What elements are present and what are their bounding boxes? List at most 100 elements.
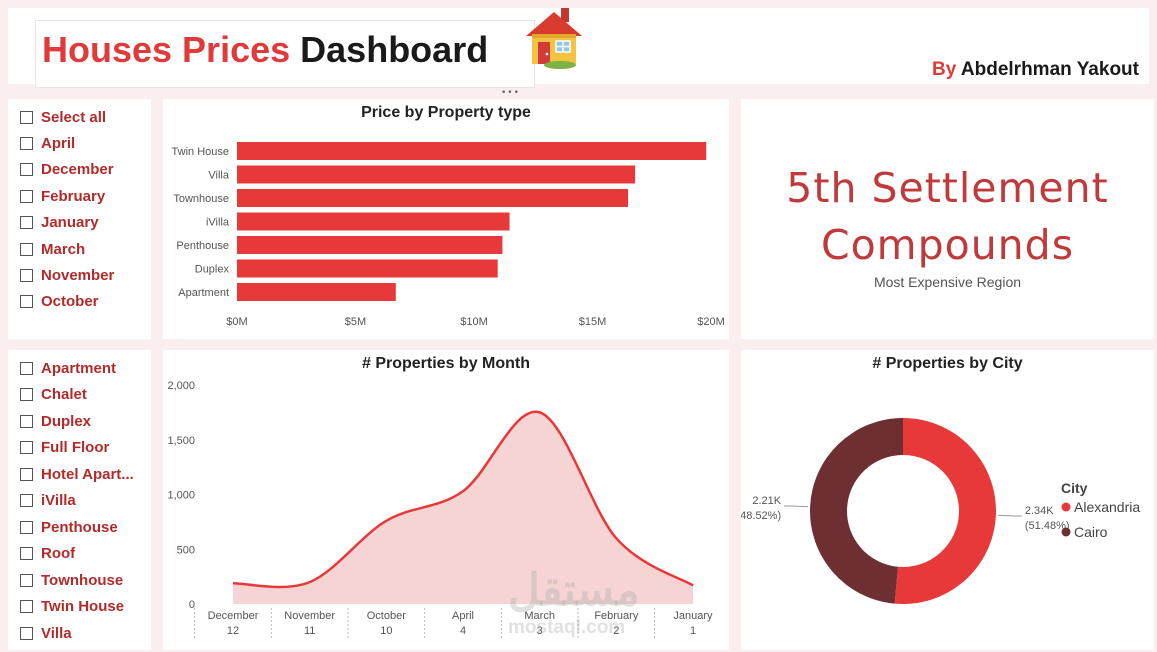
- x-tick-label: $5M: [345, 316, 366, 328]
- header-panel: Houses Prices Dashboard By Abdelrhman Ya…: [8, 8, 1149, 98]
- checkbox[interactable]: [20, 361, 33, 375]
- donut-leader-line: [997, 514, 1022, 517]
- kpi-line-2: Compounds: [820, 221, 1075, 269]
- bar-apartment: [237, 283, 396, 301]
- city-chart-title: # Properties by City: [872, 355, 1023, 372]
- house-emoji-icon: [526, 8, 582, 69]
- type-slicer-item-penthouse[interactable]: Penthouse: [20, 516, 118, 538]
- property-type-slicer: Apartment Chalet Duplex Full Floor Hotel Apa…: [8, 350, 151, 650]
- bar-ivilla: [237, 212, 510, 231]
- checkbox[interactable]: [20, 388, 33, 401]
- checkbox[interactable]: [20, 110, 33, 124]
- checkbox[interactable]: [20, 136, 33, 150]
- bar-villa: [237, 165, 636, 184]
- type-slicer-item-ivilla[interactable]: iVilla: [20, 490, 76, 512]
- month-slicer-item-label: November: [41, 266, 115, 284]
- month-slicer-item-april[interactable]: April: [20, 132, 75, 154]
- checkbox[interactable]: [20, 467, 33, 481]
- legend-title: City: [1061, 480, 1088, 496]
- month-slicer-item-label: March: [41, 240, 86, 258]
- bar-category-label: Townhouse: [173, 193, 229, 205]
- checkbox[interactable]: [20, 414, 33, 428]
- type-slicer-item-roof[interactable]: Roof: [20, 543, 75, 565]
- month-slicer-item-label: October: [41, 293, 99, 311]
- x-tick-label: $20M: [697, 316, 725, 328]
- type-slicer-item-full-floor[interactable]: Full Floor: [20, 437, 109, 459]
- donut-percent-label: (48.52%): [741, 510, 781, 522]
- bar-category-label: Penthouse: [176, 240, 229, 252]
- checkbox[interactable]: [20, 441, 33, 454]
- month-slicer-item-december[interactable]: December: [20, 159, 114, 181]
- more-options-icon[interactable]: •••: [501, 88, 520, 98]
- y-tick-label: 500: [177, 544, 195, 556]
- month-slicer-item-label: December: [41, 161, 114, 179]
- checkbox[interactable]: [20, 242, 33, 256]
- x-tick-label: $15M: [579, 316, 607, 328]
- checkbox[interactable]: [20, 163, 33, 177]
- month-slicer-item-february[interactable]: February: [20, 185, 105, 207]
- checkbox[interactable]: [20, 216, 33, 230]
- month-area-chart: 05001,0001,5002,000December12November11O…: [167, 380, 713, 640]
- x-category-value: 11: [304, 625, 315, 637]
- type-slicer-item-hotel-apart[interactable]: Hotel Apart...: [20, 463, 134, 485]
- x-category-value: 1: [690, 625, 696, 637]
- area-line: [232, 410, 694, 589]
- type-slicer-item-apartment[interactable]: Apartment: [20, 357, 116, 379]
- bar-category-label: Apartment: [178, 287, 229, 299]
- x-category-value: 12: [227, 625, 239, 637]
- type-slicer-item-label: Hotel Apart...: [41, 465, 134, 483]
- type-slicer-item-label: Twin House: [41, 598, 125, 615]
- legend-marker-cairo: [1061, 527, 1071, 537]
- type-slicer-item-villa[interactable]: Villa: [20, 622, 72, 644]
- type-slicer-item-label: Apartment: [41, 359, 117, 377]
- month-chart-title: # Properties by Month: [361, 355, 531, 372]
- area-fill: [233, 411, 693, 604]
- checkbox[interactable]: [20, 295, 33, 309]
- month-slicer-item-january[interactable]: January: [20, 212, 99, 234]
- month-slicer-item-october[interactable]: October: [20, 291, 99, 313]
- checkbox[interactable]: [20, 494, 33, 507]
- legend-label-alexandria: Alexandria: [1074, 499, 1140, 515]
- type-slicer-item-twin-house[interactable]: Twin House: [20, 596, 124, 618]
- checkbox[interactable]: [20, 573, 33, 587]
- type-slicer-item-chalet[interactable]: Chalet: [20, 384, 87, 406]
- author-name: Abdelrhman Yakout: [960, 59, 1139, 80]
- month-slicer-item-label: April: [41, 134, 76, 152]
- title-red-part: Houses Prices: [42, 29, 291, 70]
- price-by-type-card: Price by Property type Twin House Villa To…: [163, 99, 729, 339]
- kpi-card: 5th Settlement Compounds Most Expensive …: [741, 99, 1154, 339]
- x-tick-label: $10M: [460, 316, 488, 328]
- author-credit: By Abdelrhman Yakout: [932, 59, 1139, 81]
- page-title: Houses Prices Dashboard: [42, 29, 488, 71]
- bar-townhouse: [237, 189, 629, 207]
- bar-penthouse: [237, 236, 503, 254]
- checkbox[interactable]: [20, 626, 33, 640]
- type-slicer-item-townhouse[interactable]: Townhouse: [20, 569, 123, 591]
- donut-value-label: 2.21K: [752, 495, 781, 507]
- y-tick-label: 1,000: [167, 490, 195, 502]
- checkbox[interactable]: [20, 268, 33, 282]
- month-slicer-item-select-all[interactable]: Select all: [20, 106, 106, 128]
- properties-by-month-card: # Properties by Month 0 500 1,000 1,500 2,00…: [163, 350, 729, 650]
- checkbox[interactable]: [20, 520, 33, 534]
- type-slicer-item-label: Roof: [41, 545, 76, 562]
- bar-duplex: [237, 259, 498, 278]
- x-category-value: 3: [537, 625, 543, 637]
- x-category-label: February: [594, 610, 639, 622]
- x-category-label: January: [673, 610, 713, 622]
- author-prefix: By: [932, 59, 957, 80]
- price-bar-chart: Twin House Villa Townhouse iVilla Penthouse D…: [172, 142, 725, 328]
- type-slicer-item-label: Full Floor: [41, 439, 110, 456]
- checkbox[interactable]: [20, 600, 33, 613]
- type-slicer-item-duplex[interactable]: Duplex: [20, 410, 91, 432]
- checkbox[interactable]: [20, 189, 33, 203]
- bar-category-label: Twin House: [172, 146, 229, 158]
- legend-label-cairo: Cairo: [1074, 524, 1108, 540]
- kpi-line-1: 5th Settlement: [786, 164, 1109, 212]
- bar-category-label: Villa: [208, 170, 229, 182]
- x-category-label: October: [367, 610, 406, 622]
- month-slicer-item-march[interactable]: March: [20, 238, 85, 260]
- type-slicer-item-label: Chalet: [41, 386, 87, 403]
- checkbox[interactable]: [20, 547, 33, 560]
- month-slicer-item-november[interactable]: November: [20, 264, 114, 286]
